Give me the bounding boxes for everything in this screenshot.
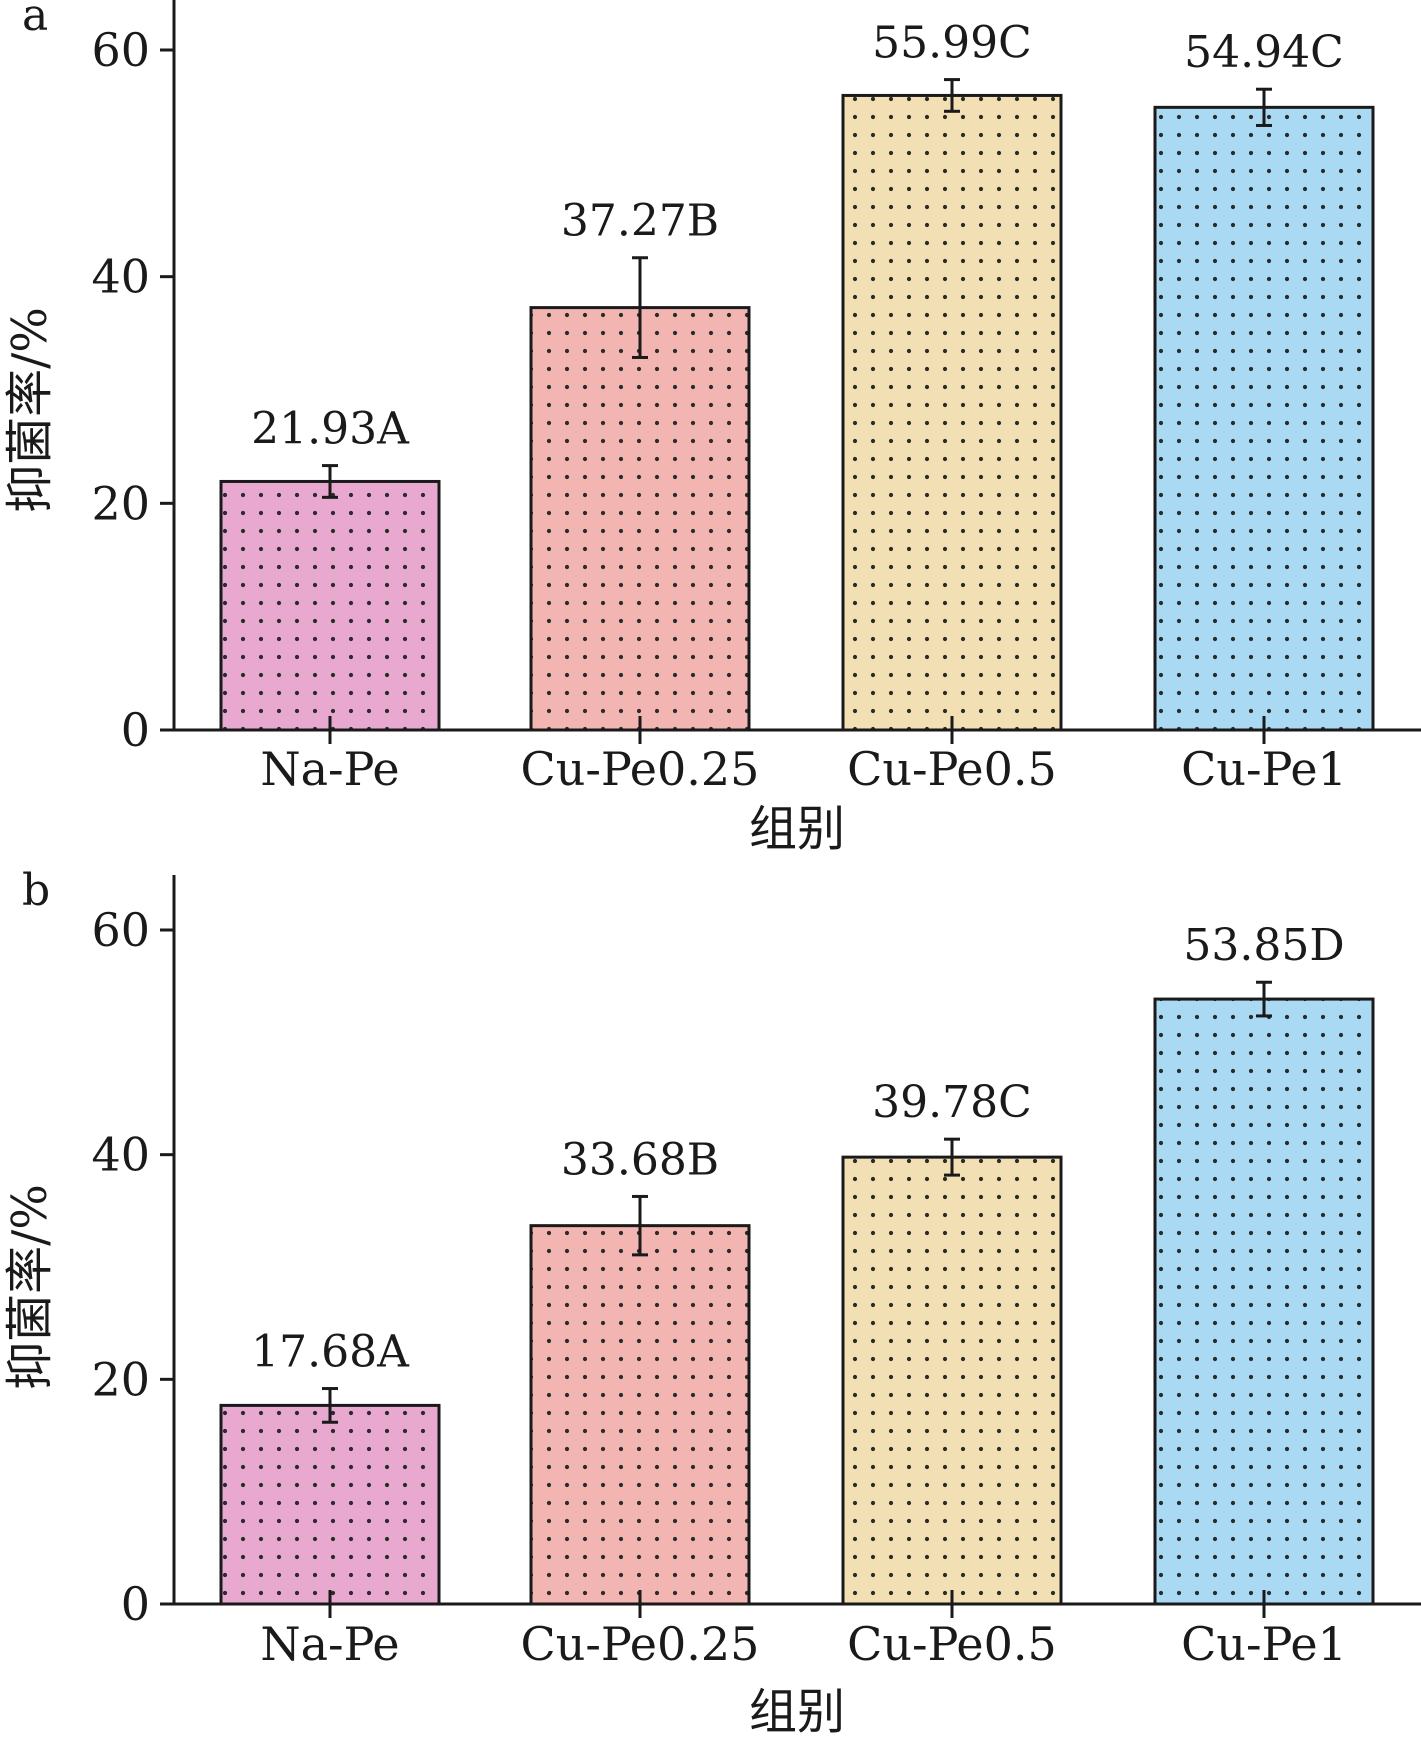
value-label: 33.68B [561, 1134, 719, 1185]
category-label: Cu-Pe0.5 [847, 1617, 1057, 1671]
bar-na-pe [219, 1403, 441, 1606]
category-label: Cu-Pe1 [1181, 742, 1347, 796]
value-label: 39.78C [872, 1077, 1032, 1128]
bar-cu-pe1 [1153, 105, 1375, 732]
y-tick-label: 0 [121, 703, 150, 757]
value-label: 53.85D [1183, 920, 1344, 971]
y-tick-label: 40 [91, 1128, 150, 1182]
value-label: 21.93A [251, 404, 410, 455]
x-axis-title: 组别 [749, 1684, 845, 1740]
y-axis-title: 抑菌率/% [2, 307, 58, 513]
y-axis-title: 抑菌率/% [2, 1184, 58, 1390]
y-tick-label: 60 [91, 23, 150, 77]
category-label: Cu-Pe0.25 [521, 1617, 760, 1671]
category-label: Na-Pe [260, 742, 399, 796]
value-label: 55.99C [872, 18, 1032, 69]
category-label: Na-Pe [260, 1617, 399, 1671]
y-tick-label: 20 [91, 1352, 150, 1406]
value-label: 17.68A [251, 1327, 410, 1378]
bar-cu-pe0-25 [529, 306, 751, 732]
category-label: Cu-Pe0.25 [521, 742, 760, 796]
bar-na-pe [219, 479, 441, 732]
x-axis-title: 组别 [749, 801, 845, 857]
bar-cu-pe0-5 [841, 93, 1063, 732]
category-label: Cu-Pe1 [1181, 1617, 1347, 1671]
panel-a: a 0 20 40 60 抑菌率/% 21.93A Na-Pe 37.27B Cu-Pe0.25 5… [2, 0, 1421, 857]
bar-cu-pe0-25 [529, 1224, 751, 1606]
panel-letter: a [22, 0, 48, 41]
y-tick-label: 0 [121, 1577, 150, 1631]
y-tick-label: 40 [91, 250, 150, 304]
panel-letter: b [22, 865, 50, 916]
category-label: Cu-Pe0.5 [847, 742, 1057, 796]
value-label: 54.94C [1184, 27, 1344, 78]
panel-b: b 0 20 40 60 抑菌率/% 17.68A Na-Pe 33.68B Cu-Pe0.25 3… [2, 865, 1421, 1740]
value-label: 37.27B [561, 196, 719, 247]
y-tick-label: 60 [91, 903, 150, 957]
bar-cu-pe1 [1153, 997, 1375, 1606]
bar-cu-pe0-5 [841, 1155, 1063, 1606]
y-tick-label: 20 [91, 476, 150, 530]
